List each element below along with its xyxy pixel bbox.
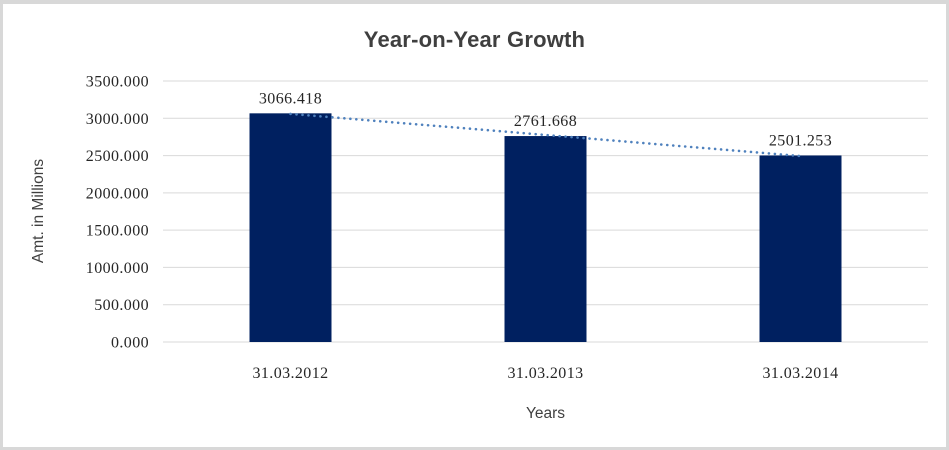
chart-title: Year-on-Year Growth <box>363 27 586 52</box>
y-tick-label: 0.000 <box>111 335 149 352</box>
x-category-label: 31.03.2014 <box>763 365 839 382</box>
bar <box>759 155 842 342</box>
x-axis-title: Years <box>525 405 566 422</box>
y-tick-label: 1500.000 <box>86 223 149 240</box>
plot-area: 3500.000 3000.000 2500.000 2000.000 1500.000… <box>86 74 928 382</box>
bar <box>504 136 587 342</box>
y-tick-label: 3500.000 <box>86 74 149 91</box>
bar-data-label: 2761.668 <box>514 113 577 130</box>
y-tick-label: 2500.000 <box>86 148 149 165</box>
y-tick-label: 3000.000 <box>86 111 149 128</box>
bar <box>249 113 332 343</box>
bar-data-label: 3066.418 <box>259 90 322 107</box>
y-tick-label: 500.000 <box>94 297 149 314</box>
x-category-label: 31.03.2012 <box>253 365 329 382</box>
y-tick-label: 1000.000 <box>86 260 149 277</box>
y-tick-label: 2000.000 <box>86 185 149 202</box>
trendline <box>289 112 802 158</box>
bar-data-label: 2501.253 <box>769 132 832 149</box>
x-category-label: 31.03.2013 <box>508 365 584 382</box>
